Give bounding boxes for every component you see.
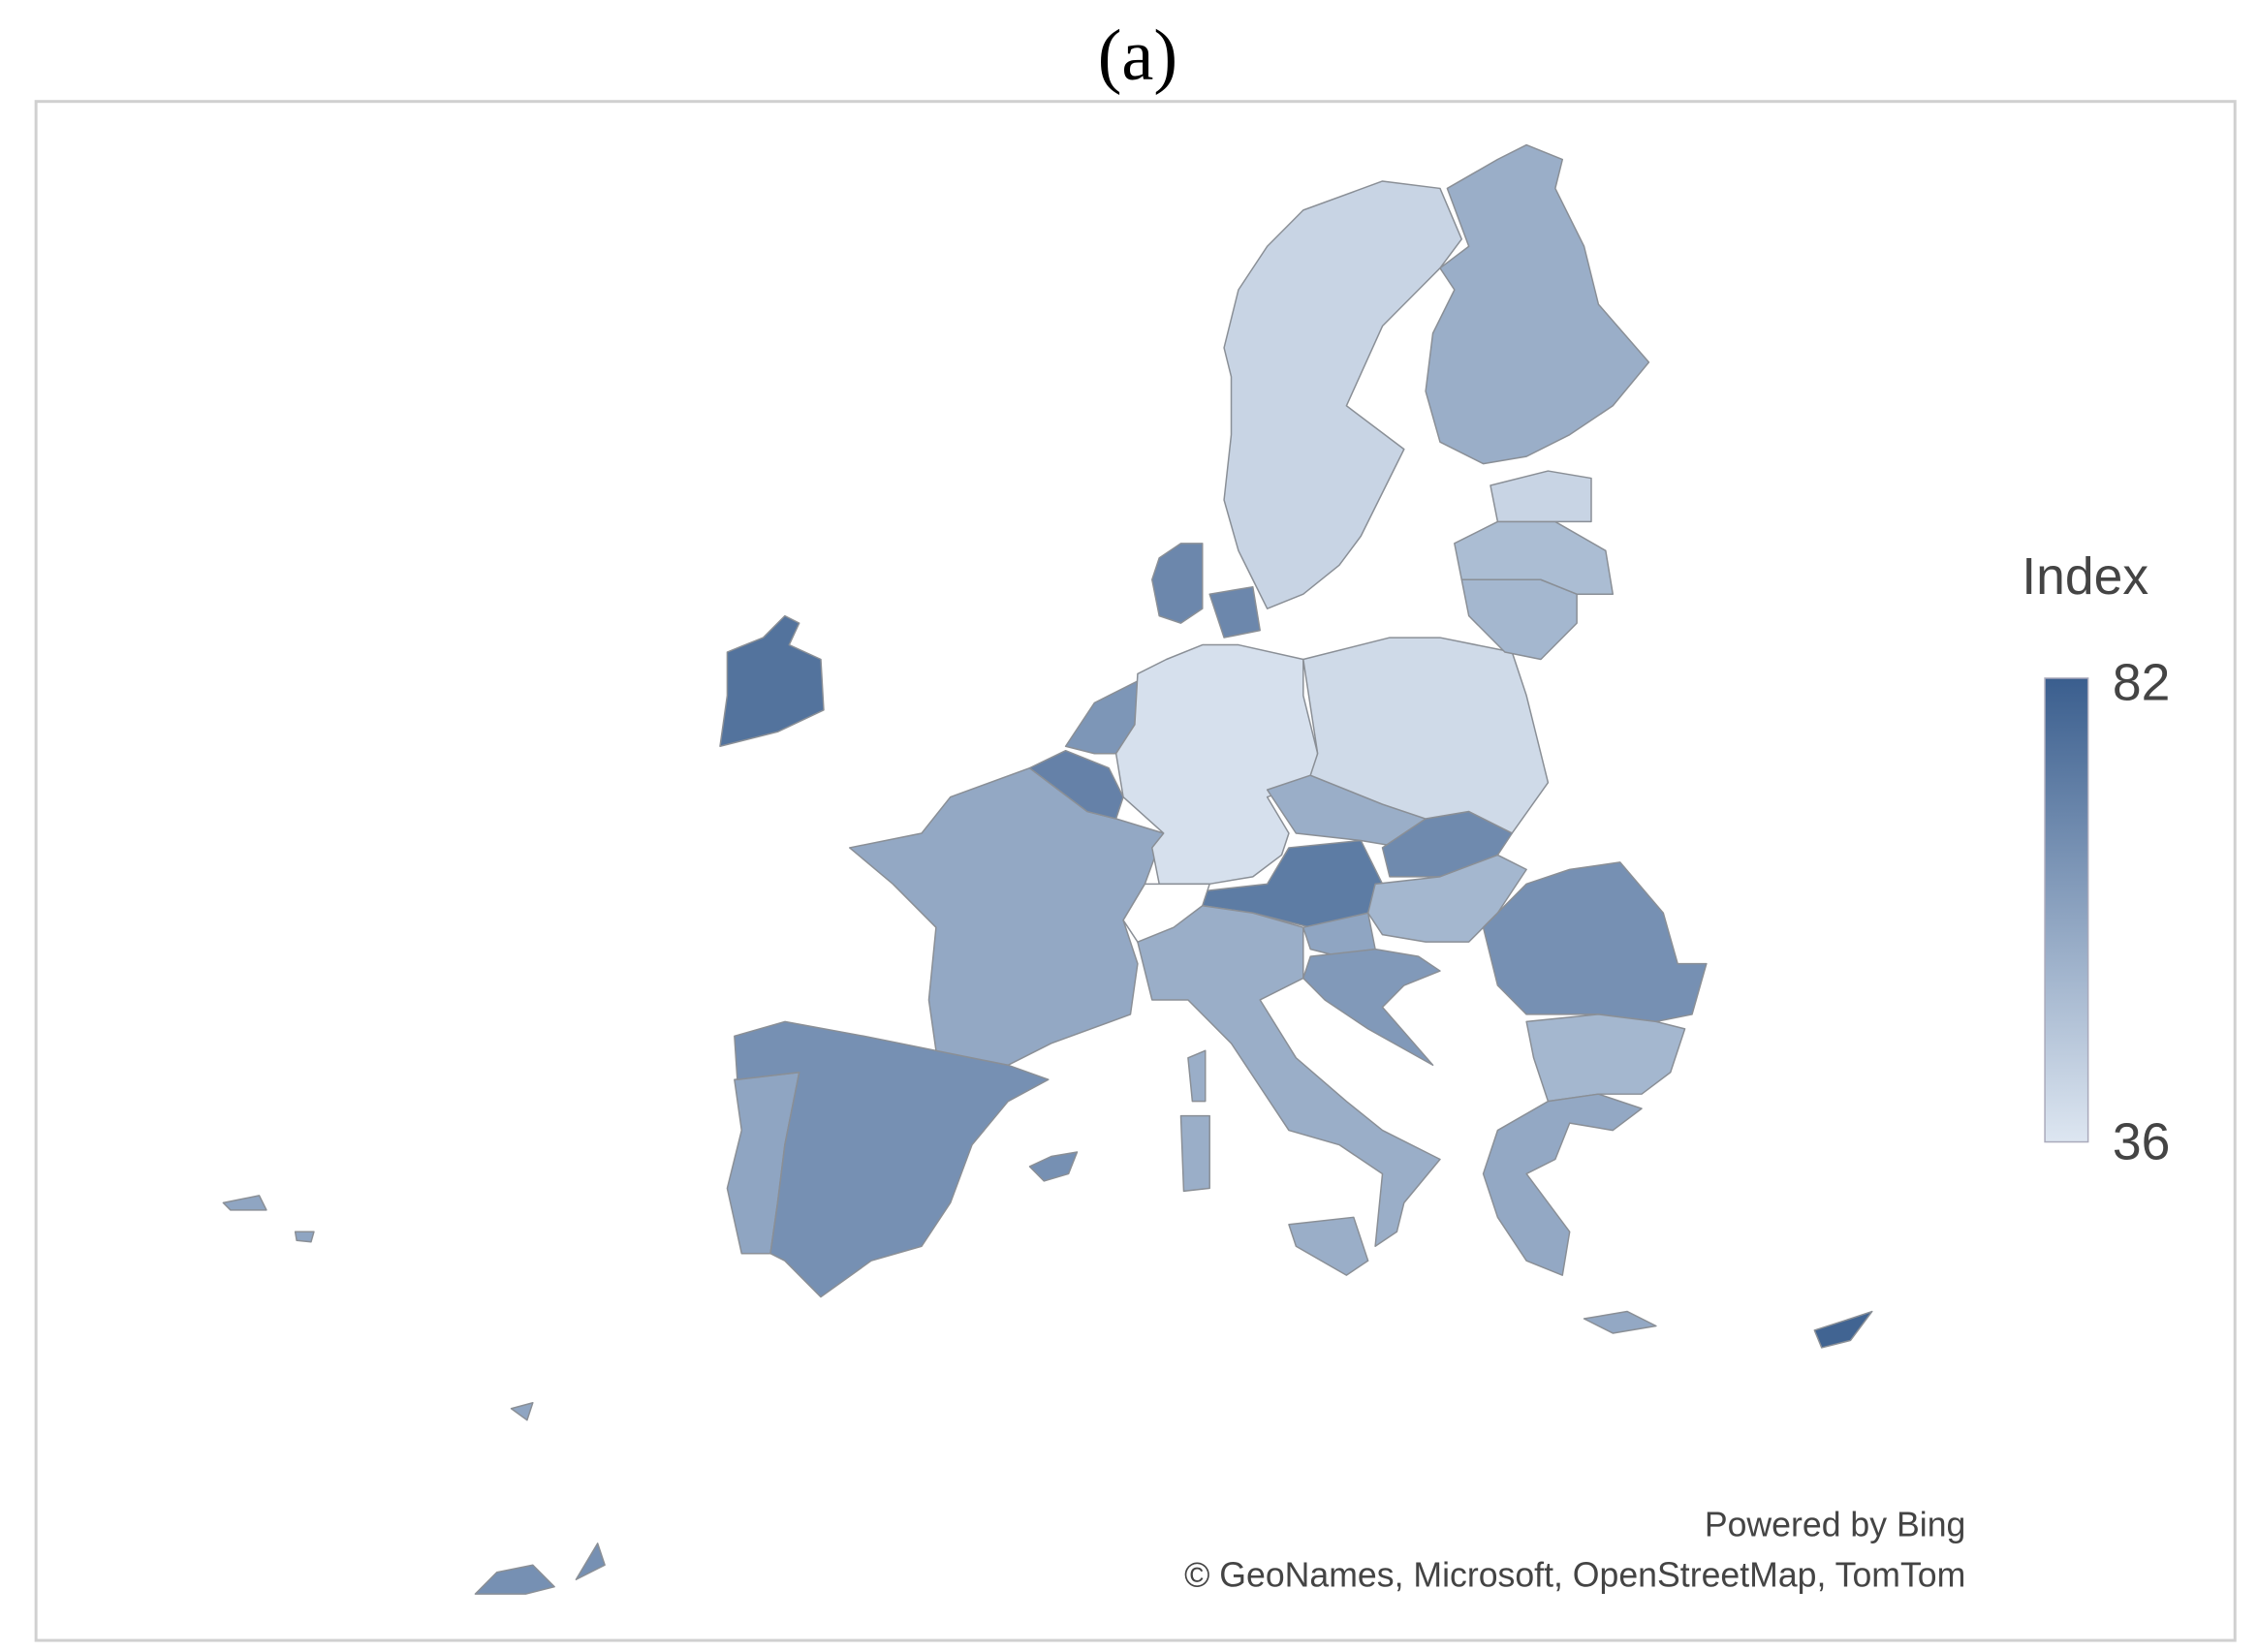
region — [1302, 948, 1441, 1067]
legend-title: Index — [2022, 547, 2148, 606]
region — [1187, 1049, 1207, 1103]
region — [1223, 180, 1463, 609]
region — [1028, 1151, 1079, 1182]
legend-max-label: 82 — [2113, 653, 2170, 711]
attribution: © GeoNames, Microsoft, OpenStreetMap, To… — [1184, 1556, 1965, 1595]
region — [1482, 1093, 1643, 1276]
attribution: Powered by Bing — [1705, 1505, 1966, 1543]
region — [1288, 1216, 1369, 1276]
region — [1137, 905, 1441, 1247]
region — [1179, 1114, 1210, 1193]
region — [575, 1543, 606, 1580]
legend-min-label: 36 — [2113, 1112, 2170, 1170]
region — [1583, 1310, 1657, 1334]
region — [294, 1231, 315, 1243]
region — [1525, 1013, 1686, 1103]
region — [1208, 585, 1261, 639]
region — [474, 1564, 555, 1595]
region — [1302, 637, 1550, 834]
region — [1151, 543, 1204, 624]
regions — [222, 143, 1873, 1595]
region — [1114, 643, 1319, 886]
region — [1028, 749, 1124, 820]
figure-title: (a) — [1098, 16, 1177, 96]
region — [1490, 470, 1592, 523]
region — [719, 614, 825, 747]
region — [1482, 861, 1708, 1023]
region — [1813, 1310, 1873, 1349]
region — [222, 1195, 267, 1211]
no-data-region — [1122, 883, 1210, 943]
legend-color-bar — [2044, 677, 2089, 1143]
region — [510, 1402, 534, 1421]
region — [1425, 143, 1650, 465]
